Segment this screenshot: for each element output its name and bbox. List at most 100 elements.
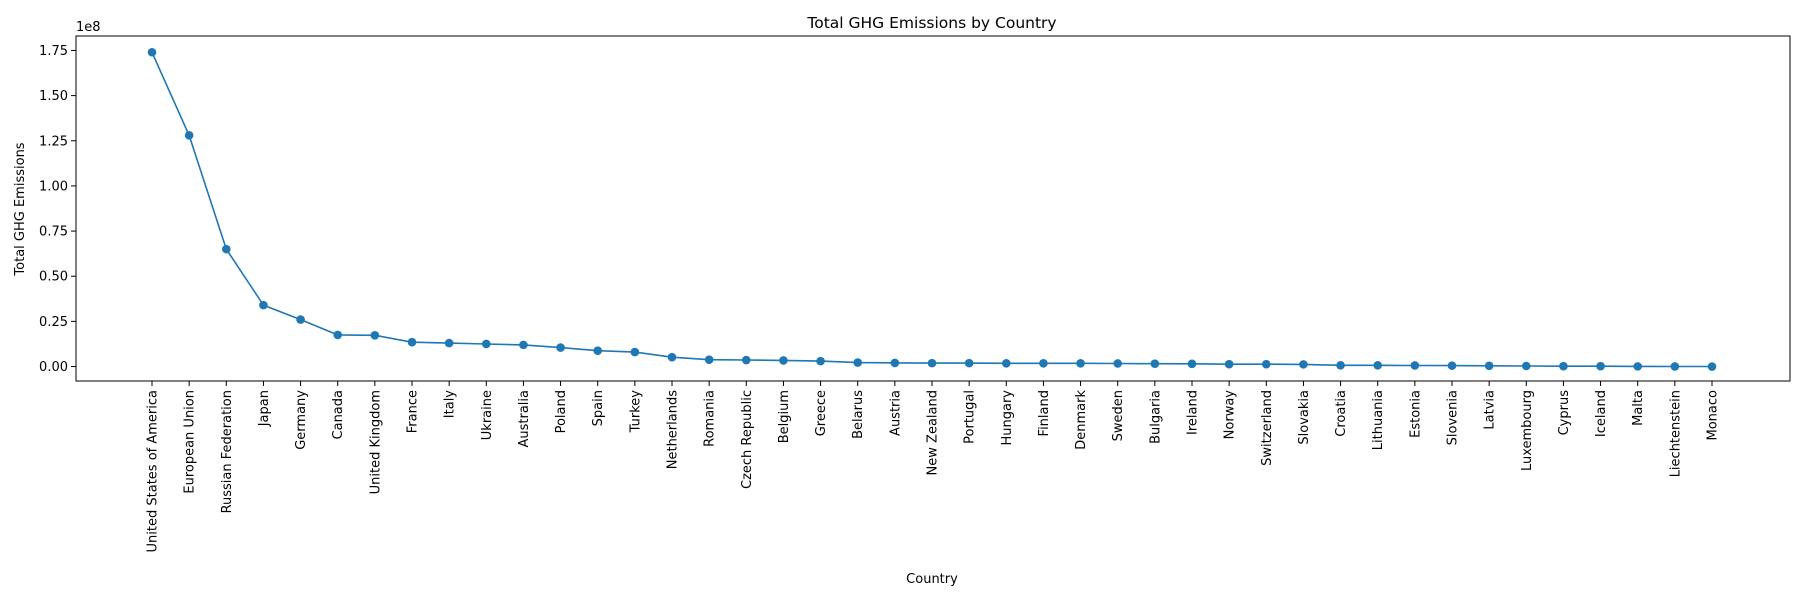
x-tick-label: Switzerland bbox=[1260, 390, 1275, 466]
y-axis-ticks: 0.00 0.25 0.50 0.75 1.00 1.25 1.50 1.75 bbox=[39, 44, 76, 375]
x-tick-label: Japan bbox=[257, 390, 272, 427]
y-axis-offset-label: 1e8 bbox=[76, 20, 101, 35]
x-tick-label: Ukraine bbox=[480, 390, 495, 440]
data-point bbox=[221, 244, 231, 254]
data-point bbox=[1521, 361, 1531, 371]
x-tick-label: Hungary bbox=[1000, 390, 1015, 446]
x-tick-label: Luxembourg bbox=[1520, 390, 1535, 471]
x-tick-label: Slovenia bbox=[1446, 390, 1461, 445]
x-tick-label: Cyprus bbox=[1557, 390, 1572, 436]
x-tick-label: Russian Federation bbox=[220, 390, 235, 513]
x-tick-label: Canada bbox=[331, 390, 346, 439]
data-point bbox=[1484, 361, 1494, 371]
x-tick-label: Romania bbox=[703, 390, 718, 447]
data-point bbox=[519, 340, 528, 350]
data-point bbox=[964, 358, 974, 368]
x-tick-label: Portugal bbox=[963, 390, 978, 444]
data-point bbox=[444, 338, 454, 348]
x-tick-label: Finland bbox=[1037, 390, 1052, 436]
data-point bbox=[1001, 358, 1011, 368]
data-point bbox=[1261, 359, 1271, 369]
x-tick-label: Latvia bbox=[1483, 390, 1498, 430]
data-point bbox=[1187, 359, 1197, 369]
data-point bbox=[779, 356, 788, 365]
x-tick-label: Netherlands bbox=[666, 390, 681, 469]
data-point bbox=[1410, 361, 1420, 370]
data-point bbox=[407, 337, 417, 347]
x-axis-ticks: United States of America European Union Ru… bbox=[146, 381, 1721, 552]
data-point bbox=[1670, 362, 1680, 371]
data-point bbox=[1076, 358, 1085, 368]
data-point bbox=[667, 352, 677, 362]
x-tick-label: Czech Republic bbox=[740, 390, 755, 489]
y-tick-label: 1.50 bbox=[39, 89, 68, 104]
x-tick-label: New Zealand bbox=[926, 390, 941, 475]
x-tick-label: Malta bbox=[1631, 390, 1646, 426]
x-tick-label: Poland bbox=[554, 390, 569, 433]
data-point bbox=[333, 330, 343, 340]
data-point bbox=[816, 356, 825, 366]
y-tick-label: 1.25 bbox=[39, 134, 68, 149]
x-tick-label: Slovakia bbox=[1297, 390, 1312, 445]
data-point bbox=[1039, 358, 1048, 368]
x-tick-label: France bbox=[406, 390, 421, 433]
x-tick-label: Croatia bbox=[1334, 390, 1349, 437]
x-tick-label: Spain bbox=[591, 390, 606, 426]
plot-frame bbox=[75, 35, 1791, 382]
data-point bbox=[593, 346, 603, 355]
y-tick-label: 0.50 bbox=[39, 270, 68, 285]
x-tick-label: Monaco bbox=[1706, 390, 1721, 441]
data-point bbox=[1336, 360, 1345, 370]
y-tick-label: 1.75 bbox=[39, 44, 68, 59]
data-point bbox=[1150, 359, 1160, 368]
data-point bbox=[704, 355, 714, 364]
x-tick-label: Greece bbox=[814, 390, 829, 436]
data-point bbox=[741, 355, 751, 365]
x-tick-label: Liechtenstein bbox=[1668, 390, 1683, 477]
x-tick-label: United Kingdom bbox=[368, 390, 383, 494]
x-tick-label: Denmark bbox=[1074, 390, 1089, 450]
x-tick-label: Ireland bbox=[1186, 390, 1201, 435]
data-point bbox=[1559, 361, 1568, 371]
y-tick-label: 1.00 bbox=[39, 179, 68, 194]
data-point bbox=[630, 347, 640, 357]
series-line bbox=[147, 47, 1717, 371]
x-tick-label: Norway bbox=[1223, 390, 1238, 440]
data-point bbox=[890, 358, 900, 368]
x-tick-label: Turkey bbox=[628, 390, 643, 434]
data-point bbox=[481, 339, 491, 349]
data-point bbox=[184, 131, 194, 140]
data-point bbox=[1596, 361, 1605, 371]
data-point bbox=[1447, 361, 1457, 370]
data-point bbox=[1224, 359, 1234, 369]
x-tick-label: United States of America bbox=[146, 390, 161, 552]
x-tick-label: Estonia bbox=[1408, 390, 1423, 438]
y-axis-label: Total GHG Emissions bbox=[13, 142, 28, 276]
data-point bbox=[1707, 362, 1717, 371]
data-point bbox=[1299, 360, 1308, 369]
x-tick-label: Italy bbox=[443, 390, 458, 419]
x-tick-label: Belarus bbox=[851, 390, 866, 439]
data-point bbox=[1113, 359, 1123, 368]
data-point bbox=[1373, 360, 1383, 370]
x-tick-label: European Union bbox=[183, 390, 198, 494]
y-tick-label: 0.25 bbox=[39, 315, 68, 330]
data-point bbox=[853, 358, 863, 367]
chart-title: Total GHG Emissions by Country bbox=[806, 14, 1056, 32]
data-point bbox=[147, 47, 157, 57]
data-point bbox=[259, 300, 268, 310]
x-tick-label: Germany bbox=[294, 390, 309, 450]
data-point bbox=[927, 358, 937, 368]
x-tick-label: Sweden bbox=[1111, 390, 1126, 441]
y-tick-label: 0.75 bbox=[39, 225, 68, 240]
x-tick-label: Australia bbox=[517, 390, 532, 448]
x-tick-label: Iceland bbox=[1594, 390, 1609, 437]
x-tick-label: Belgium bbox=[777, 390, 792, 443]
x-tick-label: Lithuania bbox=[1371, 390, 1386, 450]
x-tick-label: Austria bbox=[888, 390, 903, 436]
data-point bbox=[1633, 362, 1643, 371]
data-point bbox=[296, 315, 305, 324]
y-tick-label: 0.00 bbox=[39, 360, 68, 375]
